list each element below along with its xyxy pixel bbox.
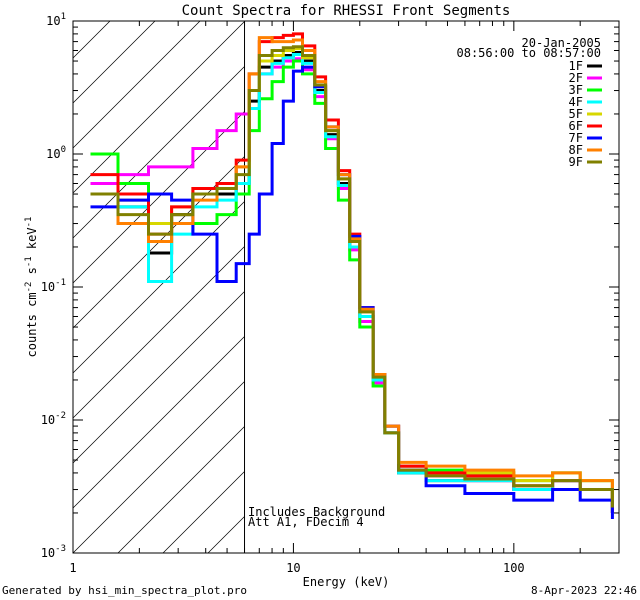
spectra-series [90, 32, 614, 519]
hatch-line [73, 380, 245, 553]
y-tick-label: 100 [46, 145, 66, 161]
legend-label-5F: 5F [569, 107, 583, 121]
y-axis-ticks: 10-3 10-2 10-1 100 101 [41, 12, 619, 560]
y-tick-label: 10-3 [41, 544, 66, 560]
time-range-label: 08:56:00 to 08:57:00 [457, 46, 602, 60]
hatch-line [73, 155, 245, 329]
legend-label-7F: 7F [569, 131, 583, 145]
generated-by-footer: Generated by hsi_min_spectra_plot.pro [2, 584, 247, 597]
x-tick-label: 100 [503, 561, 525, 575]
series-line-7F [90, 65, 614, 519]
annotation-attenuator: Att A1, FDecim 4 [248, 515, 364, 529]
y-tick-label: 10-2 [41, 411, 66, 427]
y-axis-label: counts cm-2 s-1 keV-1 [24, 217, 39, 358]
y-tick-label: 10-1 [41, 278, 66, 294]
legend-label-3F: 3F [569, 83, 583, 97]
hatch-line [73, 21, 201, 149]
legend-label-4F: 4F [569, 95, 583, 109]
x-tick-label: 1 [69, 561, 76, 575]
legend-label-9F: 9F [569, 155, 583, 169]
hatch-line [73, 65, 245, 239]
x-tick-label: 10 [286, 561, 300, 575]
x-axis-label: Energy (keV) [303, 575, 390, 589]
hatch-line [73, 21, 245, 194]
timestamp-footer: 8-Apr-2023 22:46 [531, 584, 637, 597]
series-line-9F [90, 45, 614, 508]
chart-title: Count Spectra for RHESSI Front Segments [182, 3, 511, 19]
legend-label-2F: 2F [569, 71, 583, 85]
hatch-line [117, 425, 245, 553]
hatch-line [73, 335, 245, 509]
date-label: 20-Jan-2005 [522, 36, 601, 50]
x-axis-ticks: 1 10 100 [69, 21, 620, 575]
series-line-8F [90, 36, 614, 501]
legend-label-1F: 1F [569, 59, 583, 73]
legend-label-6F: 6F [569, 119, 583, 133]
y-tick-label: 101 [46, 12, 66, 28]
legend-label-8F: 8F [569, 143, 583, 157]
hatch-line [73, 245, 245, 419]
annotation-background: Includes Background [248, 505, 385, 519]
